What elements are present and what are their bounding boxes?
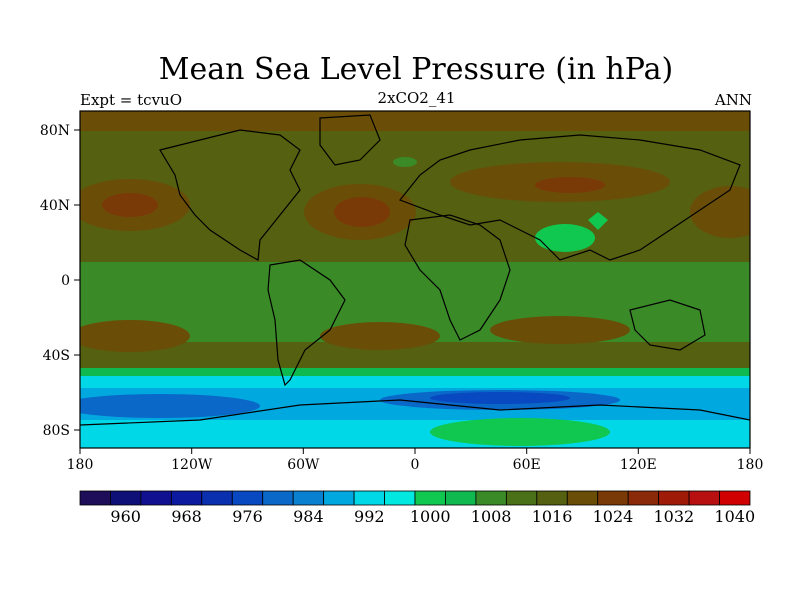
tibet-low [588,212,608,230]
season-label: ANN [714,91,752,109]
colorbar-swatch [445,490,477,506]
colorbar-swatch [627,490,660,506]
colorbar-swatch [323,490,355,506]
experiment-label: Expt = tcvuO [80,91,183,109]
s-indian-high [490,316,630,344]
colorbar-labels: 960 968 976 984 992 1000 1008 1016 1024 1032 1040 [110,507,755,526]
colorbar-label: 968 [171,507,202,526]
coastlines [80,114,750,426]
colorbar [79,490,751,506]
low-core [430,392,570,404]
colorbar-swatch [719,490,751,506]
colorbar-swatch [536,490,568,506]
run-label: 2xCO2_41 [377,89,456,107]
africa-coast [404,214,511,341]
colorbar-swatch [292,490,325,506]
y-tick-label: 0 [61,273,70,289]
azores-high-core [334,197,390,227]
colorbar-swatch [79,490,111,506]
south-america-coast [267,259,346,387]
colorbar-swatch [566,490,599,506]
south-asia-low [535,224,595,252]
n-pacific-east-high [690,186,750,238]
colorbar-swatch [262,490,294,506]
y-tick-labels: 80N 40N 0 40S 80S [40,123,70,439]
x-tick-label: 120W [171,457,213,473]
eurasia-coast [399,134,741,261]
colorbar-label: 1000 [410,507,451,526]
colorbar-swatch [384,490,416,506]
colorbar-swatch [353,490,385,506]
greenland-coast [319,114,381,166]
y-tick-label: 40S [43,348,70,364]
colorbar-label: 1008 [471,507,512,526]
arctic-high [80,111,750,131]
low-south-pacific [80,394,260,418]
colorbar-swatch [658,490,690,506]
australia-coast [629,299,706,351]
colorbar-swatch [597,490,629,506]
colorbar-swatch [505,490,538,506]
colorbar-swatch [110,490,142,506]
y-tick-label: 80N [40,123,70,139]
x-tick-label: 120E [620,457,657,473]
colorbar-label: 960 [110,507,141,526]
s-pacific-high [80,320,190,352]
colorbar-swatch [201,490,233,506]
x-tick-labels: 180 120W 60W 0 60E 120E 180 [67,457,764,473]
antarctic-high [430,418,610,446]
x-tick-label: 180 [67,457,94,473]
colorbar-swatch [688,490,720,506]
colorbar-label: 1024 [593,507,634,526]
colorbar-label: 1040 [714,507,755,526]
colorbar-label: 1016 [532,507,573,526]
map-title: Mean Sea Level Pressure (in hPa) [158,52,674,87]
y-tick-label: 80S [43,423,70,439]
x-tick-label: 0 [411,457,420,473]
iceland-low [393,157,417,167]
colorbar-swatch [170,490,203,506]
x-tick-label: 60W [287,457,320,473]
colorbar-swatch [140,490,172,506]
s-atlantic-high [320,322,440,350]
colorbar-label: 976 [232,507,263,526]
colorbar-swatch [414,490,446,506]
siberian-high-core [535,177,605,193]
colorbar-label: 1032 [654,507,695,526]
colorbar-swatch [475,490,507,506]
colorbar-label: 984 [293,507,324,526]
pacific-high-core [102,193,158,217]
y-tick-label: 40N [40,198,70,214]
tick-marks [74,129,751,454]
x-tick-label: 180 [737,457,764,473]
pressure-field [80,111,750,448]
x-tick-label: 60E [513,457,541,473]
north-america-coast [159,129,301,261]
antarctica-coast [80,399,750,426]
colorbar-label: 992 [354,507,385,526]
colorbar-swatch [231,490,264,506]
